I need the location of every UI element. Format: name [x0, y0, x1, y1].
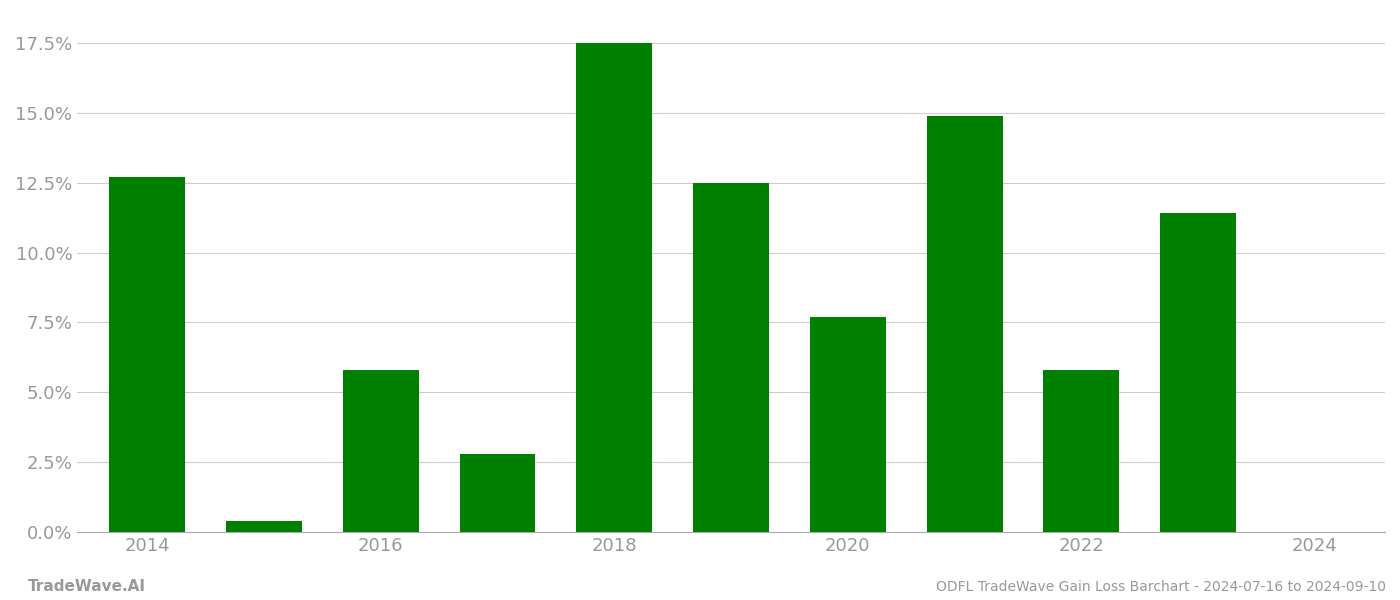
Bar	[225, 521, 302, 532]
Bar	[1043, 370, 1120, 532]
Bar	[1161, 214, 1236, 532]
Bar	[459, 454, 535, 532]
Bar	[577, 43, 652, 532]
Bar	[809, 317, 886, 532]
Bar	[693, 183, 769, 532]
Text: ODFL TradeWave Gain Loss Barchart - 2024-07-16 to 2024-09-10: ODFL TradeWave Gain Loss Barchart - 2024…	[937, 580, 1386, 594]
Bar	[927, 116, 1002, 532]
Text: TradeWave.AI: TradeWave.AI	[28, 579, 146, 594]
Bar	[109, 177, 185, 532]
Bar	[343, 370, 419, 532]
